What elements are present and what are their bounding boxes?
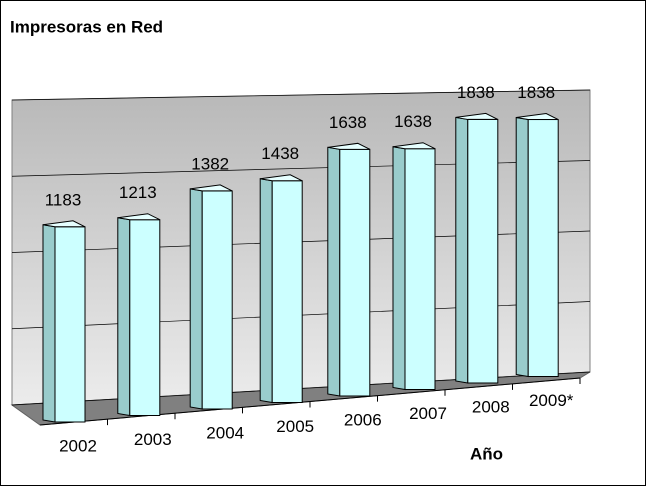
bar-front — [271, 180, 303, 403]
bar-side — [327, 146, 341, 397]
grid-line — [11, 89, 591, 101]
bar-top — [327, 142, 371, 150]
bar-front — [404, 148, 436, 390]
bar — [455, 112, 499, 384]
bar-top — [455, 112, 499, 120]
bar-front — [129, 219, 161, 416]
bar-front — [54, 226, 86, 423]
x-tick-label: 2003 — [134, 430, 172, 449]
value-label: 1438 — [261, 144, 299, 163]
x-tick-label: 2002 — [59, 436, 97, 455]
chart-title: Impresoras en Red — [10, 17, 163, 36]
value-label: 1638 — [394, 112, 432, 131]
bar — [392, 142, 436, 391]
x-tick-label: 2005 — [276, 417, 314, 436]
bar-side — [189, 188, 203, 410]
x-tick-label: 2008 — [472, 397, 510, 416]
value-label: 1213 — [119, 183, 157, 202]
bar — [189, 184, 233, 410]
bar-side — [42, 224, 56, 423]
bar — [515, 113, 559, 378]
bar-side — [392, 146, 406, 391]
bar-side — [259, 178, 273, 404]
x-axis-title: Año — [470, 444, 503, 463]
x-tick-label: 2009* — [529, 391, 574, 410]
bar-top — [190, 184, 233, 192]
bar — [327, 142, 371, 397]
value-label: 1183 — [45, 190, 82, 209]
bar-front — [201, 190, 233, 410]
bar — [42, 220, 86, 423]
value-label: 1638 — [329, 113, 367, 132]
bar-top — [260, 174, 303, 182]
bar-front — [339, 148, 371, 397]
bar-top — [392, 142, 436, 150]
bar-side — [515, 116, 529, 378]
bar-front — [527, 119, 559, 377]
x-tick-label: 2006 — [344, 410, 382, 429]
bar-side — [455, 116, 469, 384]
value-label: 1382 — [191, 154, 229, 173]
bar-side — [117, 217, 131, 417]
value-label: 1838 — [457, 83, 495, 102]
x-tick-label: 2007 — [409, 404, 447, 423]
x-tick-label: 2004 — [206, 423, 244, 442]
bar-top — [42, 220, 86, 228]
value-label: 1838 — [517, 83, 555, 102]
bar-top — [516, 113, 559, 121]
bar-top — [117, 213, 161, 221]
bar-front — [467, 118, 499, 384]
bar — [117, 213, 161, 417]
bar — [259, 174, 303, 404]
